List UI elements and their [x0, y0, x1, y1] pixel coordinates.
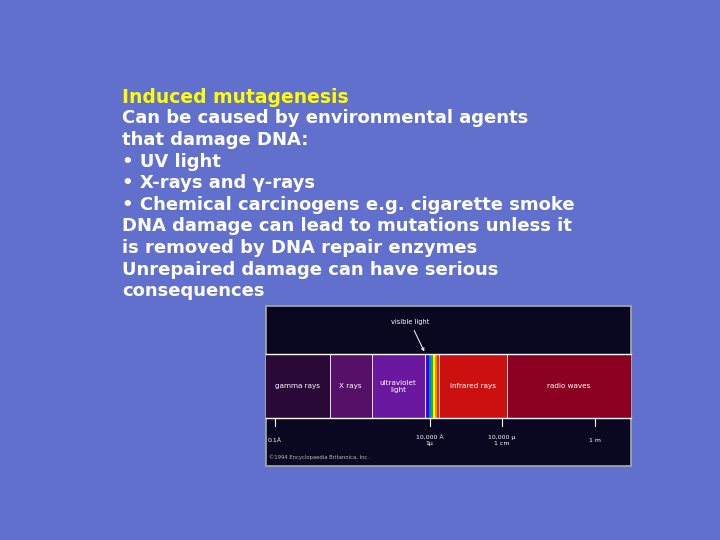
- Text: Unrepaired damage can have serious: Unrepaired damage can have serious: [122, 261, 499, 279]
- Text: ©1994 Encyclopaedia Britannica, Inc.: ©1994 Encyclopaedia Britannica, Inc.: [269, 454, 369, 460]
- Text: DNA damage can lead to mutations unless it: DNA damage can lead to mutations unless …: [122, 218, 572, 235]
- Text: Can be caused by environmental agents: Can be caused by environmental agents: [122, 109, 528, 127]
- Text: that damage DNA:: that damage DNA:: [122, 131, 309, 149]
- Bar: [439, 354, 507, 418]
- Bar: [433, 354, 435, 418]
- Bar: [330, 354, 372, 418]
- Text: Induced mutagenesis: Induced mutagenesis: [122, 87, 349, 107]
- Text: infrared rays: infrared rays: [450, 383, 496, 389]
- Bar: [429, 354, 431, 418]
- Bar: [435, 354, 437, 418]
- Text: radio waves: radio waves: [547, 383, 591, 389]
- Text: 10,000 Å
1μ: 10,000 Å 1μ: [415, 435, 444, 446]
- Bar: [266, 354, 330, 418]
- Bar: [431, 354, 433, 418]
- Bar: [427, 354, 429, 418]
- Text: • X-rays and γ-rays: • X-rays and γ-rays: [122, 174, 315, 192]
- Text: • UV light: • UV light: [122, 152, 221, 171]
- Text: is removed by DNA repair enzymes: is removed by DNA repair enzymes: [122, 239, 477, 257]
- Text: gamma rays: gamma rays: [275, 383, 320, 389]
- Text: consequences: consequences: [122, 282, 265, 300]
- Bar: [507, 354, 631, 418]
- Bar: [437, 354, 439, 418]
- Text: X rays: X rays: [339, 383, 362, 389]
- Bar: [425, 354, 427, 418]
- Bar: [266, 306, 631, 466]
- Text: ultraviolet
light: ultraviolet light: [380, 380, 417, 393]
- Bar: [372, 354, 425, 418]
- Text: visible light: visible light: [391, 319, 429, 350]
- Text: • Chemical carcinogens e.g. cigarette smoke: • Chemical carcinogens e.g. cigarette sm…: [122, 196, 575, 214]
- Text: 0.1Å: 0.1Å: [268, 438, 282, 443]
- Text: 1 m: 1 m: [589, 438, 600, 443]
- Text: 10,000 μ
1 cm: 10,000 μ 1 cm: [488, 435, 516, 446]
